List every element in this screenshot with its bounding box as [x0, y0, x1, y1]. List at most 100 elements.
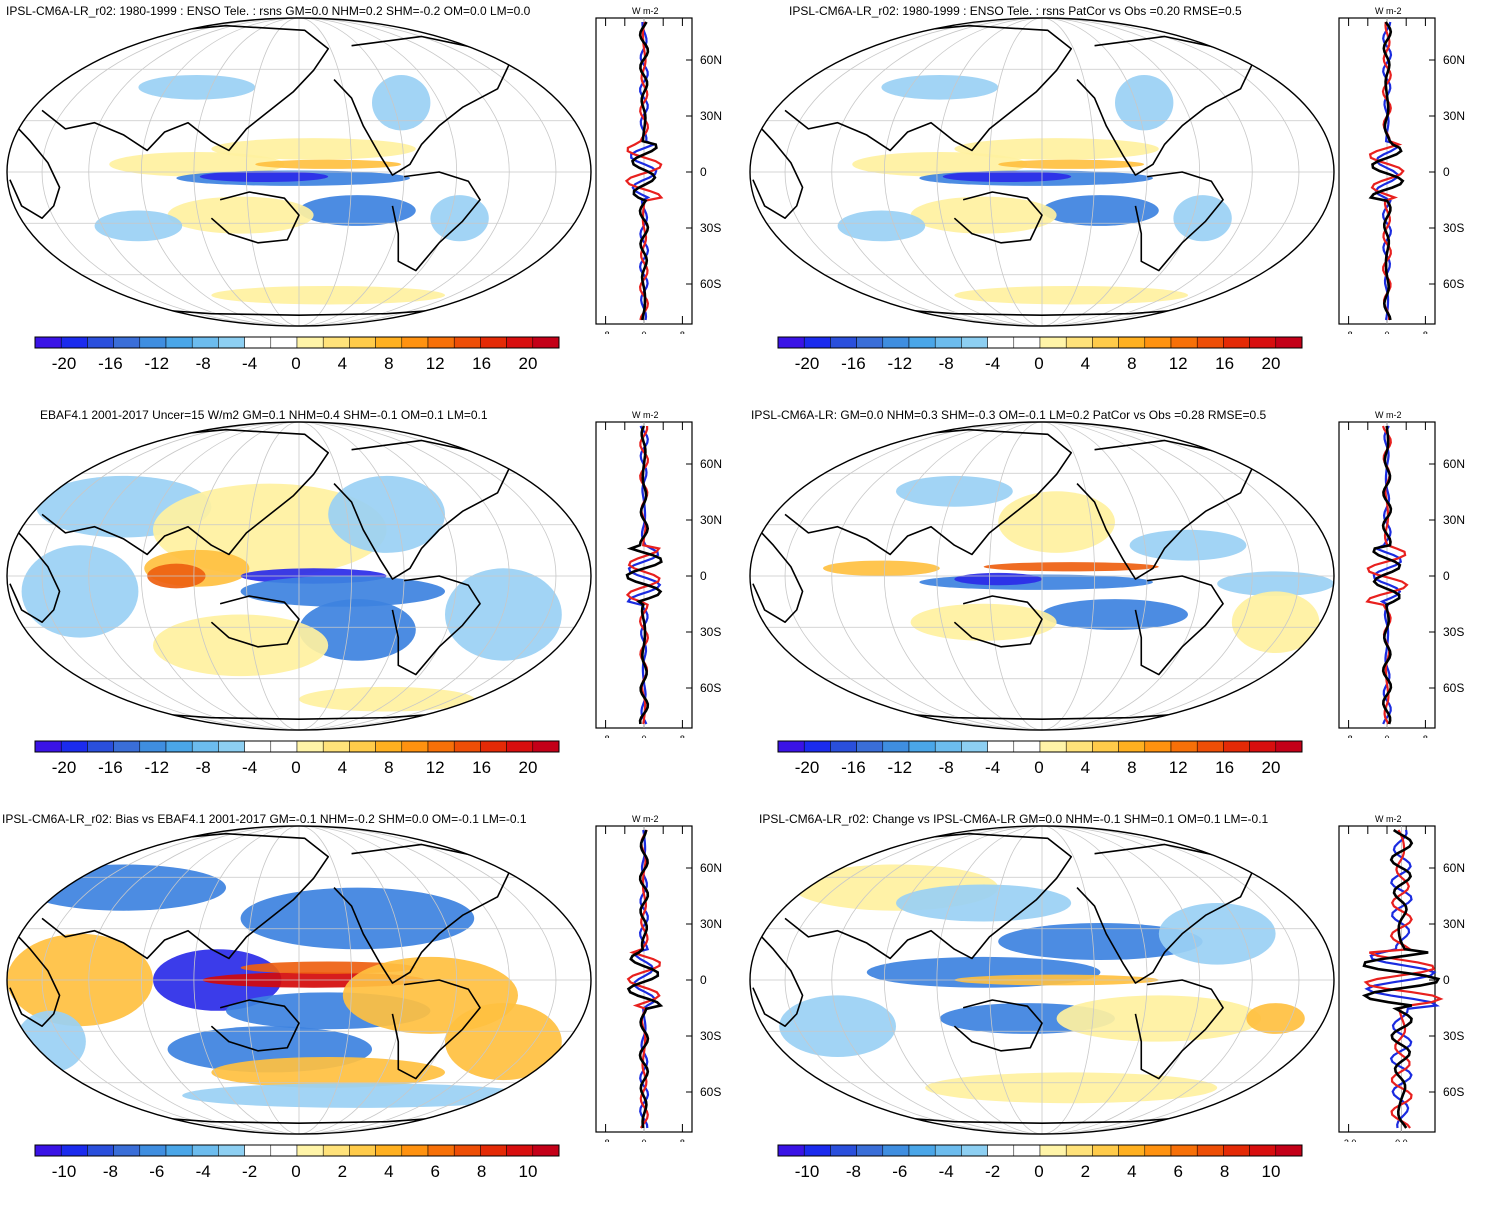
anomaly-region [138, 74, 256, 100]
colorbar-labels: -20 -16 -12 -8 -4 0 4 8 12 16 20 [777, 354, 1301, 378]
colorbar-swatch [1144, 1144, 1172, 1157]
colorbar-swatch [218, 336, 245, 349]
colorbar-tick-label: -8 [845, 1162, 861, 1181]
zonal-profile-alt [633, 829, 657, 1129]
colorbar-swatch [777, 1144, 805, 1157]
colorbar-swatch [480, 1144, 507, 1157]
latitude-label: 60N [700, 457, 722, 471]
colorbar-swatch [139, 740, 167, 753]
colorbar-swatch [1249, 1144, 1277, 1157]
latitude-label: 60N [1443, 53, 1465, 67]
coastline [9, 523, 61, 623]
colorbar-swatch [1039, 336, 1067, 349]
zonal-units: W m-2 [632, 410, 659, 420]
colorbar-swatch [961, 1144, 988, 1157]
zonal-x-tick: 0 [1384, 330, 1389, 334]
zonal-x-tick: -8 [602, 1138, 610, 1142]
colorbar-tick-label: -12 [887, 354, 913, 373]
anomaly-region [445, 568, 562, 661]
colorbar-tick-label: -4 [985, 354, 1001, 373]
anomaly-region [94, 210, 183, 242]
anomaly-region [240, 576, 445, 607]
colorbar-swatch [1223, 336, 1250, 349]
colorbar-swatch [139, 1144, 167, 1157]
anomaly-region [837, 210, 926, 242]
panel-title: EBAF4.1 2001-2017 Uncer=15 W/m2 GM=0.1 N… [40, 408, 488, 422]
graticule [7, 826, 591, 1134]
colorbar-swatch [506, 336, 534, 349]
zonal-mean-plot: W m-2 -8 0 8 60N 30N 0 30S 60S [1338, 410, 1465, 738]
zonal-x-tick: 8 [680, 734, 685, 738]
colorbar-tick-label: -10 [51, 1162, 77, 1181]
colorbar-swatch [427, 336, 455, 349]
colorbar-swatch [1196, 740, 1224, 753]
anomaly-region [211, 138, 416, 160]
zonal-profile-model [1361, 828, 1441, 1129]
colorbar-swatch [270, 740, 298, 753]
panel-3: EBAF4.1 2001-2017 Uncer=15 W/m2 GM=0.1 N… [0, 404, 743, 804]
coastline [866, 1114, 1218, 1125]
colorbar-swatch [244, 740, 272, 753]
colorbar-swatch [1092, 1144, 1119, 1157]
colorbar-swatch [777, 336, 805, 349]
colorbar-swatch [934, 1144, 962, 1157]
zonal-profile-model [625, 425, 663, 725]
colorbar-swatch [1249, 740, 1277, 753]
colorbar-swatch [987, 1144, 1015, 1157]
colorbar-swatch [113, 740, 141, 753]
coastline [769, 832, 1072, 960]
colorbar-swatch [1065, 740, 1093, 753]
colorbar-swatch [506, 740, 534, 753]
zonal-profile-obs [1363, 829, 1444, 1129]
colorbar-swatch [87, 740, 114, 753]
colorbar-swatch [60, 1144, 88, 1157]
coastline [26, 24, 329, 152]
world-map [6, 825, 592, 1135]
anomaly-region [255, 159, 402, 169]
zonal-profile-alt [630, 21, 658, 321]
colorbar-tick-label: -8 [102, 1162, 118, 1181]
colorbar-swatch [401, 336, 429, 349]
colorbar-tick-label: 8 [1127, 354, 1137, 373]
latitude-label: 0 [1443, 569, 1450, 583]
colorbar-swatch [322, 336, 350, 349]
colorbar-tick-label: 20 [1261, 354, 1281, 373]
latitude-label: 60S [1443, 277, 1464, 291]
zonal-x-tick: -8 [602, 330, 610, 334]
latitude-label: 30N [700, 917, 722, 931]
colorbar-swatch [908, 336, 936, 349]
colorbar-tick-label: 4 [1127, 1162, 1137, 1181]
world-map [749, 17, 1335, 327]
colorbar-swatch [1196, 1144, 1224, 1157]
colorbar-swatch [244, 1144, 272, 1157]
coastline [1134, 575, 1224, 676]
colorbar-tick-label: 16 [1215, 354, 1235, 373]
zonal-profile-obs [1368, 21, 1405, 320]
colorbar-tick-label: -10 [794, 1162, 820, 1181]
coastline [953, 999, 1043, 1052]
colorbar-swatch [987, 336, 1015, 349]
colorbar-swatch [270, 1144, 298, 1157]
colorbar-swatch [830, 740, 857, 753]
colorbar-swatch [191, 740, 219, 753]
colorbar-swatch [480, 740, 507, 753]
colorbar-tick-label: -20 [794, 758, 820, 777]
colorbar-swatch [803, 1144, 831, 1157]
panel-title: IPSL-CM6A-LR: GM=0.0 NHM=0.3 SHM=-0.3 OM… [751, 408, 1267, 422]
colorbar-swatch [532, 336, 560, 349]
zonal-mean-plot: W m-2 -8 0 8 60N 30N 0 30S 60S [595, 814, 722, 1142]
colorbar-swatch [34, 740, 62, 753]
zonal-x-tick: -8 [602, 734, 610, 738]
colorbar-tick-label: 16 [472, 758, 492, 777]
colorbar-tick-label: 16 [1215, 758, 1235, 777]
latitude-label: 30N [1443, 109, 1465, 123]
colorbar-tick-label: -2 [242, 1162, 258, 1181]
colorbar-tick-label: -16 [841, 758, 866, 777]
anomaly-region [1217, 571, 1334, 597]
anomaly-region [1042, 599, 1188, 630]
coastline [752, 927, 804, 1027]
anomaly-region [153, 614, 329, 677]
colorbar-swatch [87, 336, 114, 349]
coastline [866, 306, 1218, 317]
zonal-x-tick: 8 [680, 330, 685, 334]
